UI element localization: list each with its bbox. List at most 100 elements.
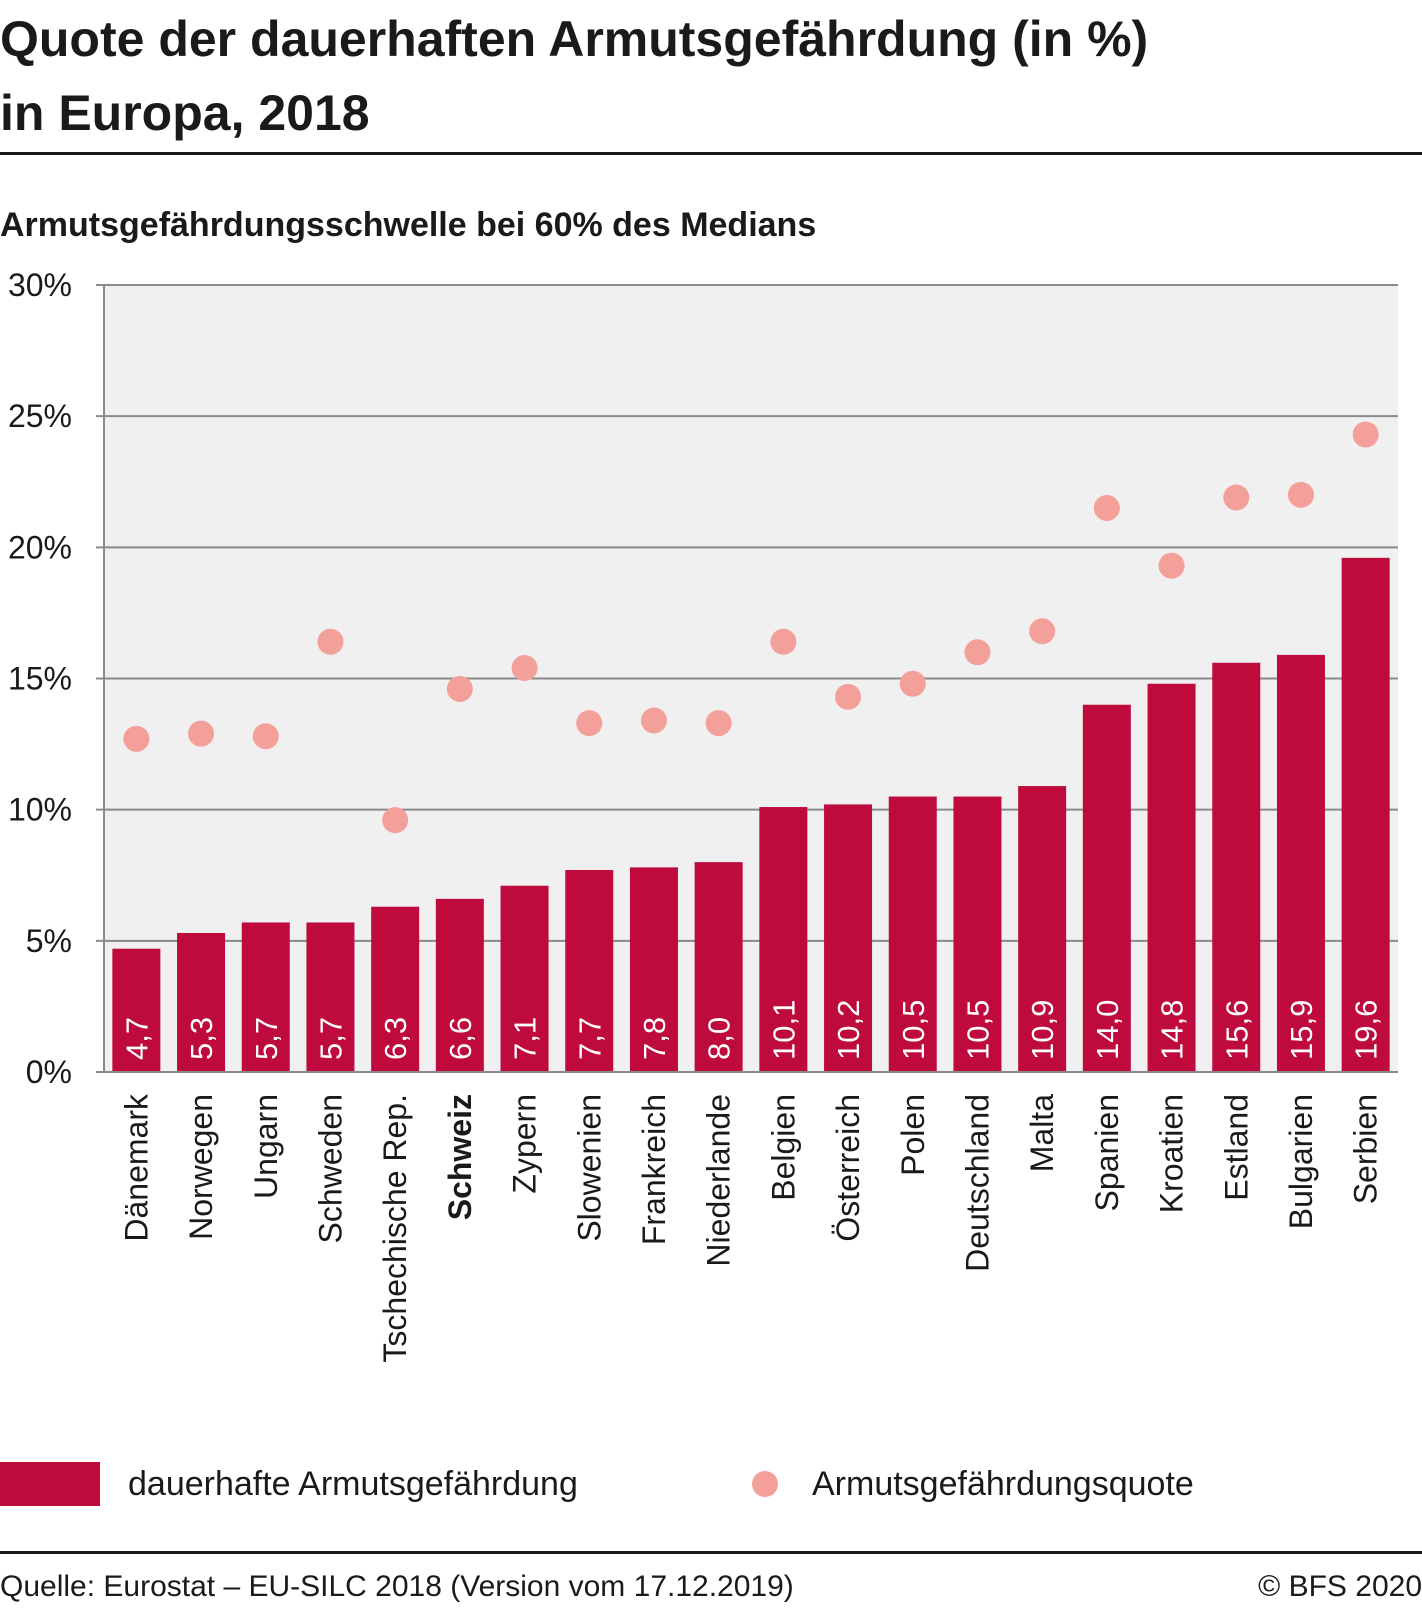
x-tick-label: Polen — [895, 1094, 931, 1176]
bar-value-label: 6,3 — [378, 1017, 413, 1060]
chart-title: Quote der dauerhaften Armutsgefährdung (… — [0, 2, 1400, 150]
bar — [177, 932, 226, 1072]
bar — [759, 807, 808, 1072]
bar-value-label: 7,7 — [572, 1017, 607, 1060]
legend-item-bars: dauerhafte Armutsgefährdung — [0, 1454, 578, 1514]
chart-title-line-2: in Europa, 2018 — [0, 85, 370, 141]
bar-value-label: 4,7 — [119, 1017, 154, 1060]
footer-divider — [0, 1551, 1422, 1554]
title-divider — [0, 152, 1422, 155]
bar — [1147, 683, 1196, 1072]
bar — [435, 898, 484, 1072]
scatter-point — [123, 725, 150, 752]
bar-value-label: 7,8 — [637, 1017, 672, 1060]
bar — [112, 948, 161, 1072]
bar-value-label: 10,9 — [1025, 1000, 1060, 1060]
copyright-note: © BFS 2020 — [1258, 1570, 1422, 1603]
scatter-point — [382, 807, 409, 834]
chart-title-line-1: Quote der dauerhaften Armutsgefährdung (… — [0, 11, 1149, 67]
bar-value-label: 7,1 — [508, 1017, 543, 1060]
x-tick-label: Malta — [1024, 1094, 1060, 1172]
bar-value-label: 8,0 — [702, 1017, 737, 1060]
x-tick-label: Bulgarien — [1283, 1094, 1319, 1229]
bar-chart: 0% 5% 10% 15% 20% 25% 30% 4,7 Dänemark 5,3 Norwege… — [8, 267, 1398, 1363]
x-tick-label: Niederlande — [701, 1094, 737, 1267]
chart-subtitle: Armutsgefährdungsschwelle bei 60% des Me… — [0, 206, 817, 244]
source-note: Quelle: Eurostat – EU-SILC 2018 (Version… — [0, 1570, 794, 1603]
y-tick-label: 0% — [26, 1054, 72, 1090]
bar-value-label: 5,7 — [313, 1017, 348, 1060]
bar — [694, 862, 743, 1072]
scatter-point — [511, 655, 538, 682]
scatter-point — [317, 628, 344, 655]
bar — [371, 906, 420, 1072]
bar — [824, 804, 873, 1072]
bar — [1276, 654, 1325, 1072]
scatter-point — [446, 675, 473, 702]
x-tick-label: Dänemark — [118, 1093, 154, 1242]
x-tick-label: Ungarn — [248, 1094, 284, 1199]
bar-value-label: 10,5 — [960, 1000, 995, 1060]
x-tick-label: Frankreich — [636, 1094, 672, 1245]
y-tick-label: 30% — [8, 267, 72, 303]
legend: dauerhafte Armutsgefährdung Armutsgefähr… — [0, 1454, 1422, 1514]
bar — [1341, 557, 1390, 1072]
y-tick-label: 5% — [26, 923, 72, 959]
bar-value-label: 10,1 — [766, 1000, 801, 1060]
scatter-point — [188, 720, 215, 747]
scatter-point — [899, 670, 926, 697]
bar — [241, 922, 290, 1072]
x-tick-label: Estland — [1218, 1094, 1254, 1201]
scatter-point — [1093, 494, 1120, 521]
scatter-point — [1287, 481, 1314, 508]
y-tick-label: 10% — [8, 792, 72, 828]
scatter-point — [576, 710, 603, 737]
x-tick-label: Spanien — [1089, 1094, 1125, 1211]
bar-value-label: 15,6 — [1219, 1000, 1254, 1060]
legend-swatch-dot — [752, 1471, 778, 1497]
legend-label-bars: dauerhafte Armutsgefährdung — [128, 1464, 578, 1503]
scatter-point — [640, 707, 667, 734]
bar — [306, 922, 355, 1072]
bar-value-label: 5,7 — [249, 1017, 284, 1060]
bar — [953, 796, 1002, 1072]
legend-item-dots: Armutsgefährdungsquote — [752, 1454, 1194, 1514]
x-tick-label: Slowenien — [571, 1094, 607, 1242]
x-tick-label: Belgien — [765, 1094, 801, 1201]
y-tick-label: 15% — [8, 661, 72, 697]
legend-label-dots: Armutsgefährdungsquote — [812, 1464, 1194, 1503]
bar-value-label: 15,9 — [1284, 1000, 1319, 1060]
x-tick-label: Österreich — [830, 1094, 866, 1242]
x-tick-label: Deutschland — [959, 1094, 995, 1272]
bar-value-label: 14,8 — [1155, 1000, 1190, 1060]
scatter-point — [770, 628, 797, 655]
y-tick-label: 25% — [8, 398, 72, 434]
x-tick-label: Schweden — [312, 1094, 348, 1243]
scatter-point — [964, 639, 991, 666]
bar — [1018, 786, 1067, 1072]
x-tick-label: Serbien — [1348, 1094, 1384, 1204]
y-tick-label: 20% — [8, 529, 72, 565]
bar — [629, 867, 678, 1072]
x-tick-label: Tschechische Rep. — [377, 1094, 413, 1363]
scatter-point — [1158, 552, 1185, 579]
x-tick-label: Zypern — [507, 1094, 543, 1194]
bar-value-label: 5,3 — [184, 1017, 219, 1060]
bar — [565, 870, 614, 1072]
scatter-point — [1223, 484, 1250, 511]
bar — [1212, 662, 1261, 1072]
x-tick-label: Schweiz — [442, 1094, 478, 1220]
bar — [1082, 704, 1131, 1072]
scatter-point — [705, 710, 732, 737]
scatter-point — [835, 683, 862, 710]
bar-value-label: 6,6 — [443, 1017, 478, 1060]
scatter-point — [1029, 618, 1056, 645]
bar — [888, 796, 937, 1072]
x-tick-label: Kroatien — [1154, 1094, 1190, 1213]
legend-swatch-bar — [0, 1462, 100, 1506]
bar-value-label: 10,2 — [831, 1000, 866, 1060]
bar-value-label: 10,5 — [896, 1000, 931, 1060]
x-tick-label: Norwegen — [183, 1094, 219, 1240]
bar-value-label: 14,0 — [1090, 1000, 1125, 1060]
scatter-point — [252, 723, 279, 750]
